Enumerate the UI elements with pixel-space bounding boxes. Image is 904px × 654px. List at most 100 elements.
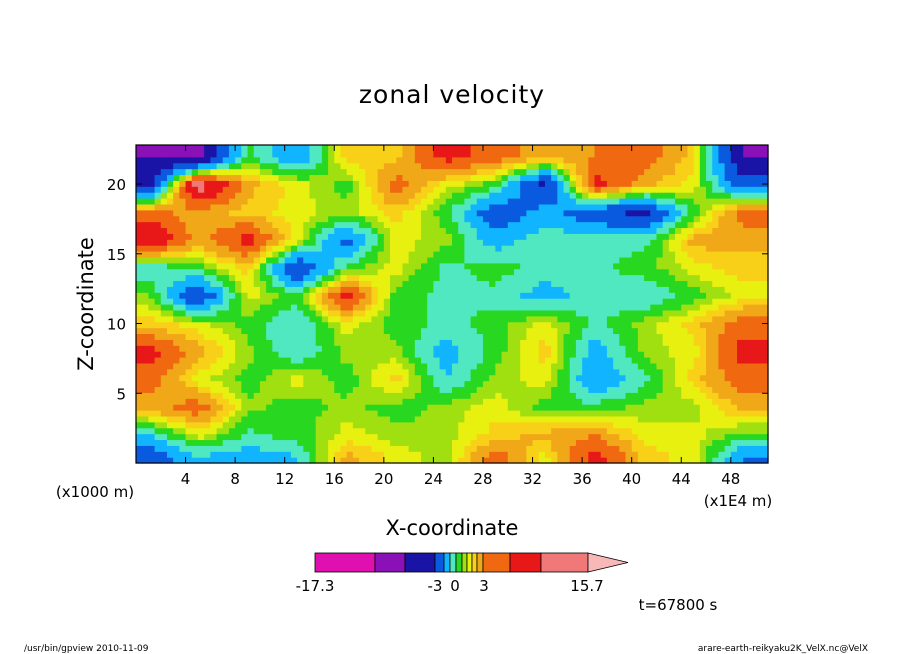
field-cell bbox=[681, 427, 689, 435]
field-cell bbox=[594, 233, 602, 240]
field-cell bbox=[390, 321, 397, 329]
field-cell bbox=[222, 392, 230, 399]
field-cell bbox=[532, 233, 540, 240]
field-cell bbox=[383, 180, 391, 187]
field-cell bbox=[724, 362, 732, 370]
field-cell bbox=[439, 345, 447, 352]
field-cell bbox=[470, 209, 478, 217]
field-cell bbox=[421, 227, 428, 234]
field-cell bbox=[619, 421, 627, 429]
field-cell bbox=[222, 233, 230, 240]
field-cell bbox=[191, 421, 199, 429]
field-cell bbox=[681, 304, 689, 311]
field-cell bbox=[712, 451, 720, 458]
field-cell bbox=[563, 209, 571, 217]
field-cell bbox=[668, 451, 676, 458]
field-cell bbox=[724, 245, 732, 252]
field-cell bbox=[377, 410, 385, 417]
field-cell bbox=[482, 186, 490, 193]
field-cell bbox=[557, 227, 565, 234]
field-cell bbox=[737, 457, 744, 464]
field-cell bbox=[520, 274, 527, 282]
field-cell bbox=[253, 304, 261, 311]
field-cell bbox=[699, 180, 707, 187]
field-cell bbox=[247, 421, 255, 429]
field-cell bbox=[303, 239, 311, 246]
field-cell bbox=[179, 457, 187, 464]
field-cell bbox=[606, 309, 614, 317]
field-cell bbox=[210, 298, 218, 305]
field-cell bbox=[724, 404, 732, 411]
field-cell bbox=[675, 315, 682, 323]
field-cell bbox=[730, 421, 738, 429]
field-cell bbox=[445, 304, 453, 311]
field-cell bbox=[235, 268, 242, 276]
field-cell bbox=[520, 209, 527, 217]
field-cell bbox=[259, 421, 267, 429]
field-cell bbox=[743, 174, 751, 181]
field-cell bbox=[476, 380, 484, 388]
field-cell bbox=[390, 256, 397, 264]
field-cell bbox=[390, 386, 397, 393]
field-cell bbox=[526, 268, 534, 276]
field-cell bbox=[204, 345, 211, 352]
field-cell bbox=[266, 286, 273, 293]
field-cell bbox=[191, 192, 199, 199]
field-cell bbox=[761, 192, 769, 199]
field-cell bbox=[557, 433, 565, 441]
field-cell bbox=[724, 215, 732, 223]
field-cell bbox=[309, 256, 317, 264]
field-cell bbox=[247, 227, 255, 234]
field-cell bbox=[575, 245, 583, 252]
field-cell bbox=[222, 192, 230, 199]
field-cell bbox=[266, 256, 273, 264]
field-cell bbox=[340, 339, 348, 346]
field-cell bbox=[489, 404, 496, 411]
field-cell bbox=[235, 321, 242, 329]
field-cell bbox=[631, 309, 639, 317]
field-cell bbox=[482, 433, 490, 441]
field-cell bbox=[390, 192, 397, 199]
field-cell bbox=[538, 404, 546, 411]
field-cell bbox=[619, 339, 627, 346]
field-cell bbox=[551, 268, 558, 276]
field-cell bbox=[315, 333, 323, 340]
field-cell bbox=[538, 251, 546, 258]
field-cell bbox=[235, 415, 242, 423]
field-cell bbox=[563, 357, 571, 364]
field-cell bbox=[290, 357, 298, 364]
field-cell bbox=[668, 427, 676, 435]
field-cell bbox=[600, 292, 608, 299]
field-cell bbox=[290, 192, 298, 199]
field-cell bbox=[712, 404, 720, 411]
field-cell bbox=[371, 292, 379, 299]
field-cell bbox=[681, 286, 689, 293]
field-cell bbox=[470, 215, 478, 223]
field-cell bbox=[228, 427, 236, 435]
field-cell bbox=[501, 221, 509, 229]
field-cell bbox=[352, 227, 360, 234]
field-cell bbox=[346, 433, 354, 441]
field-cell bbox=[297, 410, 304, 417]
field-cell bbox=[160, 309, 168, 317]
field-cell bbox=[290, 304, 298, 311]
field-cell bbox=[228, 351, 236, 358]
field-cell bbox=[551, 304, 558, 311]
field-cell bbox=[278, 227, 286, 234]
field-cell bbox=[613, 410, 620, 417]
field-cell bbox=[197, 439, 205, 446]
field-cell bbox=[452, 439, 459, 446]
field-cell bbox=[681, 380, 689, 388]
field-cell bbox=[668, 333, 676, 340]
field-cell bbox=[160, 186, 168, 193]
field-cell bbox=[458, 321, 465, 329]
field-cell bbox=[365, 186, 373, 193]
field-cell bbox=[458, 457, 465, 464]
field-cell bbox=[718, 327, 726, 335]
field-cell bbox=[755, 186, 763, 193]
field-cell bbox=[681, 221, 689, 229]
field-cell bbox=[359, 439, 366, 446]
field-cell bbox=[321, 315, 329, 323]
field-cell bbox=[606, 174, 614, 181]
field-cell bbox=[197, 203, 205, 211]
